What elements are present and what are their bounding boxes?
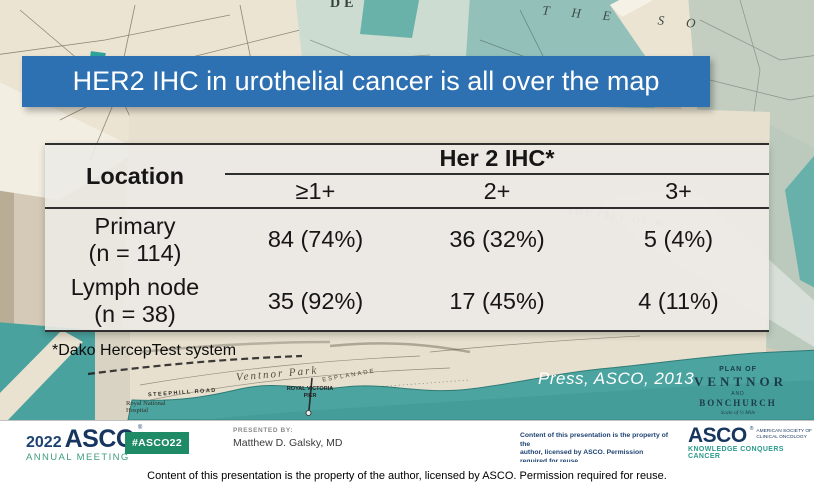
asco-society-logo: ASCO ® AMERICAN SOCIETY OF CLINICAL ONCO… <box>688 424 814 460</box>
meeting-logo-top: 2022 ASCO ® <box>26 425 142 454</box>
cell-primary-2plus: 36 (32%) <box>449 226 545 252</box>
map-label-scale: Scale of ½ Mile <box>720 410 756 416</box>
meeting-org: ASCO <box>64 425 136 453</box>
cell-primary-ge1plus: 84 (74%) <box>267 226 364 252</box>
title-banner: HER2 IHC in urothelial cancer is all ove… <box>22 56 710 107</box>
her2-ihc-table: Location Her 2 IHC* ≥1+ 2+ 3+ Primary (n… <box>45 143 769 332</box>
asco-wordmark: ASCO <box>688 424 747 447</box>
map-label-and: AND <box>731 391 745 397</box>
table-header-location: Location <box>45 145 225 209</box>
presented-by-label: PRESENTED BY: <box>233 427 294 434</box>
assay-footnote: *Dako HercepTest system <box>52 342 237 359</box>
map-label-plan-of: PLAN OF <box>719 366 757 373</box>
registered-mark-icon: ® <box>137 425 143 431</box>
footer-rights-text: Content of this presentation is the prop… <box>520 432 670 466</box>
table-subheader-ge1plus: ≥1+ <box>225 175 406 209</box>
row-primary-n: (n = 114) <box>88 239 182 266</box>
table-subheader-2plus: 2+ <box>406 175 588 209</box>
society-line-2: CLINICAL ONCOLOGY <box>756 434 807 440</box>
presenter-block: PRESENTED BY: Matthew D. Galsky, MD <box>233 427 343 449</box>
caption-strip: Content of this presentation is the prop… <box>0 462 814 489</box>
presenter-name: Matthew D. Galsky, MD <box>233 437 343 449</box>
reuse-caption: Content of this presentation is the prop… <box>147 469 667 482</box>
reference-citation: Press, ASCO, 2013 <box>538 369 695 388</box>
cell-primary-3plus: 5 (4%) <box>643 226 714 252</box>
asco-2022-meeting-logo: 2022 ASCO ® ANNUAL MEETING <box>26 425 142 463</box>
asco-tagline: KNOWLEDGE CONQUERS CANCER <box>688 446 784 460</box>
slide-title: HER2 IHC in urothelial cancer is all ove… <box>72 66 660 96</box>
row-lymph-label: Lymph node <box>70 274 200 300</box>
map-label-ryde: DE <box>330 0 358 11</box>
registered-mark-icon: ® <box>749 426 754 432</box>
hashtag-badge: #ASCO22 <box>125 432 189 454</box>
row-primary-label: Primary <box>94 212 176 239</box>
slide-body: DE THE SO THE ISLE OF W Ventnor Park ESP… <box>0 0 814 420</box>
meeting-year: 2022 <box>26 434 62 451</box>
asco-society-name: AMERICAN SOCIETY OF CLINICAL ONCOLOGY <box>756 429 812 440</box>
map-label-ventnor: VENTNOR <box>694 374 788 389</box>
cell-lymph-3plus: 4 (11%) <box>638 287 719 314</box>
asco-logo-top: ASCO ® AMERICAN SOCIETY OF CLINICAL ONCO… <box>688 424 814 447</box>
map-label-bonchurch: BONCHURCH <box>699 398 777 408</box>
meeting-subtitle: ANNUAL MEETING <box>26 452 130 463</box>
rights-line-2: author, licensed by ASCO. Permission req… <box>520 449 644 465</box>
row-lymph-n: (n = 38) <box>94 301 176 327</box>
table-row-lymph-node-location: Lymph node (n = 38) <box>45 270 225 332</box>
map-plan-title-block: PLAN OF VENTNOR AND BONCHURCH Scale of ½… <box>694 366 788 416</box>
rights-line-1: Content of this presentation is the prop… <box>520 432 669 448</box>
footer-bar: 2022 ASCO ® ANNUAL MEETING #ASCO22 PRESE… <box>0 420 814 465</box>
cell-lymph-2plus: 17 (45%) <box>449 287 545 314</box>
map-label-royal-victoria-pier: ROYAL VICTORIA PIER <box>286 386 334 399</box>
society-line-1: AMERICAN SOCIETY OF <box>756 429 812 434</box>
table-row-primary-location: Primary (n = 114) <box>45 209 225 270</box>
cell-lymph-ge1plus: 35 (92%) <box>267 287 364 314</box>
table-subheader-3plus: 3+ <box>588 175 769 209</box>
map-label-royal-national-hospital: Royal National Hospital <box>126 400 166 414</box>
table-header-her2-ihc-group: Her 2 IHC* <box>225 145 769 175</box>
